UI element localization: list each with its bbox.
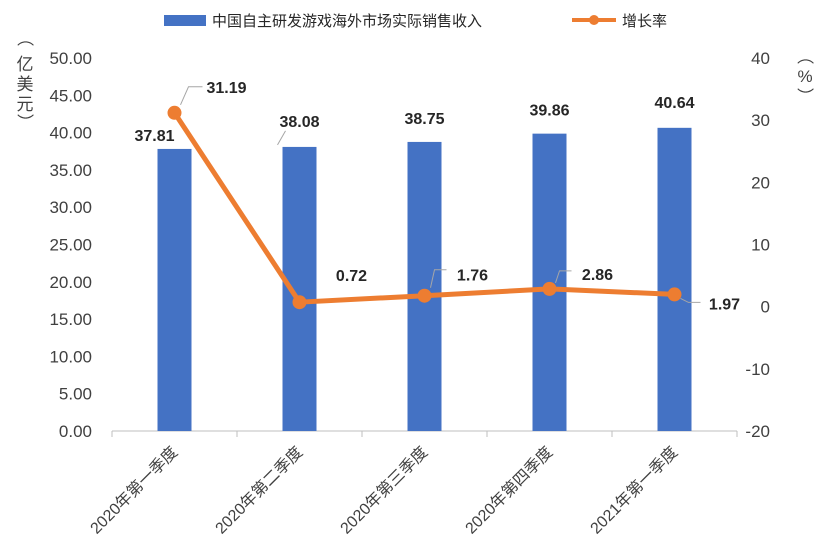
right-tick-label: 10 bbox=[751, 236, 770, 255]
bar bbox=[157, 148, 192, 432]
left-axis-label-char: ） bbox=[15, 114, 34, 131]
line-series bbox=[167, 105, 682, 310]
left-axis-label-char: 美 bbox=[17, 75, 34, 94]
growth-marker bbox=[167, 105, 182, 120]
left-tick-label: 25.00 bbox=[49, 236, 92, 255]
right-tick-label: 40 bbox=[751, 49, 770, 68]
right-axis-label-char: （ bbox=[795, 48, 814, 65]
left-axis-label: （ 亿美元） bbox=[15, 30, 34, 131]
legend: 中国自主研发游戏海外市场实际销售收入 增长率 bbox=[164, 13, 667, 30]
right-tick-label: 20 bbox=[751, 173, 770, 192]
growth-marker bbox=[667, 287, 682, 302]
bar bbox=[282, 146, 317, 431]
right-axis-ticks: -20 -10 0 10 20 30 40 bbox=[745, 49, 770, 441]
right-tick-label: 30 bbox=[751, 111, 770, 130]
x-tick-label: 2021年第一季度 bbox=[587, 443, 681, 537]
line-data-label: 31.19 bbox=[206, 80, 246, 97]
line-data-label: 1.97 bbox=[709, 296, 740, 313]
left-tick-label: 35.00 bbox=[49, 161, 92, 180]
legend-swatch-bar bbox=[164, 15, 206, 26]
x-tick-label: 2020年第四季度 bbox=[462, 443, 556, 537]
growth-marker bbox=[292, 295, 307, 310]
bar-data-label: 38.75 bbox=[404, 111, 444, 128]
left-tick-label: 20.00 bbox=[49, 273, 92, 292]
bar-label-leader bbox=[277, 130, 286, 146]
left-tick-label: 50.00 bbox=[49, 49, 92, 68]
left-axis-label-char: （ bbox=[15, 30, 34, 47]
line-label-leader bbox=[430, 269, 447, 288]
left-tick-label: 30.00 bbox=[49, 198, 92, 217]
left-axis-label-char: 亿 bbox=[17, 55, 34, 74]
left-tick-label: 0.00 bbox=[59, 422, 92, 441]
right-axis-label-char: ） bbox=[795, 88, 814, 105]
left-tick-label: 45.00 bbox=[49, 86, 92, 105]
legend-label-bar: 中国自主研发游戏海外市场实际销售收入 bbox=[212, 13, 482, 30]
legend-swatch-marker bbox=[589, 15, 599, 25]
right-tick-label: 0 bbox=[761, 298, 770, 317]
left-tick-label: 40.00 bbox=[49, 124, 92, 143]
left-tick-label: 5.00 bbox=[59, 385, 92, 404]
right-axis-label-char: % bbox=[797, 67, 812, 86]
left-axis-label-char: 元 bbox=[17, 95, 34, 114]
x-tick-label: 2020年第二季度 bbox=[212, 443, 306, 537]
bar-data-labels: 37.81 38.08 38.75 39.86 40.64 bbox=[134, 95, 695, 146]
legend-label-line: 增长率 bbox=[622, 13, 667, 30]
line-label-leader bbox=[180, 86, 203, 105]
x-axis: 2020年第一季度 2020年第二季度 2020年第三季度 2020年第四季度 2021… bbox=[87, 430, 738, 538]
left-tick-label: 15.00 bbox=[49, 310, 92, 329]
bar-data-label: 40.64 bbox=[654, 95, 694, 112]
bar-data-label: 38.08 bbox=[279, 114, 319, 131]
line-label-leader bbox=[680, 297, 701, 303]
x-tick-label: 2020年第一季度 bbox=[87, 443, 181, 537]
growth-marker bbox=[542, 281, 557, 296]
right-tick-label: -20 bbox=[745, 422, 770, 441]
bar-data-label: 37.81 bbox=[134, 128, 174, 145]
growth-marker bbox=[417, 288, 432, 303]
line-data-label: 1.76 bbox=[457, 268, 488, 285]
bar bbox=[407, 141, 442, 432]
line-data-label: 0.72 bbox=[336, 268, 367, 285]
line-data-label: 2.86 bbox=[582, 267, 613, 284]
right-tick-label: -10 bbox=[745, 360, 770, 379]
bar-data-label: 39.86 bbox=[529, 103, 569, 120]
left-axis-ticks: 0.00 5.00 10.00 15.00 20.00 25.00 30.00 35.00 40… bbox=[49, 49, 92, 441]
x-tick-label: 2020年第三季度 bbox=[337, 443, 431, 537]
bar-series bbox=[157, 127, 692, 432]
line-data-labels: 31.19 0.72 1.76 2.86 1.97 bbox=[180, 80, 740, 313]
line-label-leader bbox=[555, 270, 572, 284]
bar bbox=[657, 127, 692, 432]
right-axis-label: （% ） bbox=[795, 48, 814, 105]
left-tick-label: 10.00 bbox=[49, 347, 92, 366]
